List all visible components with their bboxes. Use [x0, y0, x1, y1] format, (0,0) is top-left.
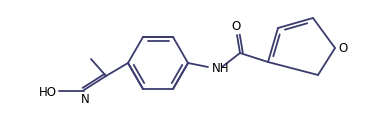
Text: NH: NH [212, 61, 229, 75]
Text: N: N [81, 93, 90, 106]
Text: O: O [231, 20, 241, 33]
Text: HO: HO [39, 86, 57, 98]
Text: O: O [338, 42, 347, 56]
